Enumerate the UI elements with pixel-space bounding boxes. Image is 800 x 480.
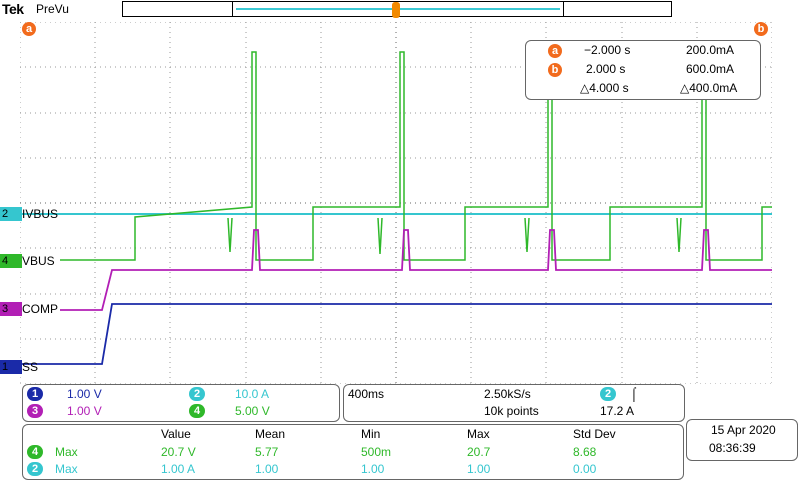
channel-2-scale: 10.0 A	[235, 387, 270, 401]
timebase-panel[interactable]: 400ms 2.50kS/s 10k points 2 ⌠ 17.2 A	[343, 384, 685, 422]
measurement-panel[interactable]: Value Mean Min Max Std Dev 4 Max 20.7 V …	[22, 424, 684, 480]
meas-header-mean: Mean	[255, 427, 286, 441]
channel-2-label: IVBUS	[22, 207, 59, 221]
date-time-panel: 15 Apr 2020 08:36:39	[686, 419, 798, 461]
ch4-dips	[227, 217, 682, 255]
cursor-a-value: 200.0mA	[686, 43, 735, 57]
channel-2-chip[interactable]: 2	[189, 387, 205, 401]
trigger-source-chip[interactable]: 2	[600, 387, 616, 401]
meas-header-max: Max	[467, 427, 490, 441]
cursor-b-row: b 2.000 s 600.0mA	[526, 62, 760, 78]
meas-row1-type: Max	[55, 445, 78, 459]
record-length: 10k points	[484, 404, 539, 418]
meas-row1-max: 20.7	[467, 445, 491, 459]
cursor-a-row: a −2.000 s 200.0mA	[526, 43, 760, 59]
meas-row1-value: 20.7 V	[161, 445, 196, 459]
cursor-b-time: 2.000 s	[586, 62, 626, 76]
rising-edge-icon: ⌠	[630, 386, 638, 401]
meas-header-stddev: Std Dev	[573, 427, 616, 441]
channel-1-number: 1	[0, 360, 22, 374]
meas-row2-max: 1.00	[467, 462, 491, 476]
cursor-b-value: 600.0mA	[686, 62, 735, 76]
meas-row2-chip[interactable]: 2	[27, 462, 43, 476]
channel-1-chip[interactable]: 1	[27, 387, 43, 401]
channel-3-chip[interactable]: 3	[27, 404, 43, 418]
cursor-a-icon: a	[548, 44, 562, 58]
cursor-delta-value: △400.0mA	[680, 81, 738, 95]
channel-4-label: VBUS	[22, 254, 55, 268]
brand-logo: Tek	[2, 1, 24, 17]
channel-4-scale: 5.00 V	[235, 404, 270, 418]
meas-row2-value: 1.00 A	[161, 462, 196, 476]
meas-row2-stddev: 0.00	[573, 462, 597, 476]
cursor-delta-row: △4.000 s △400.0mA	[526, 81, 760, 97]
time-scale: 400ms	[348, 387, 385, 401]
waveform-graticule[interactable]	[20, 22, 772, 384]
meas-row1-chip[interactable]: 4	[27, 445, 43, 459]
time-text: 08:36:39	[709, 441, 756, 455]
channel-1-label: SS	[22, 360, 39, 374]
channel-4-number: 4	[0, 254, 22, 268]
cursor-b-icon: b	[548, 63, 562, 77]
sample-rate: 2.50kS/s	[484, 387, 531, 401]
meas-row1-min: 500m	[361, 445, 392, 459]
trigger-position-marker[interactable]	[392, 2, 400, 18]
cursor-a-badge[interactable]: a	[22, 22, 36, 36]
ch1-waveform	[20, 303, 772, 365]
meas-header-min: Min	[361, 427, 381, 441]
acquisition-mode: PreVu	[36, 2, 69, 16]
meas-row2-type: Max	[55, 462, 78, 476]
channel-1-scale: 1.00 V	[67, 387, 102, 401]
cursor-readout[interactable]: a −2.000 s 200.0mA b 2.000 s 600.0mA △4.…	[525, 40, 761, 100]
channel-scale-panel[interactable]: 1 1.00 V 2 10.0 A 3 1.00 V 4 5.00 V	[22, 384, 340, 422]
cursor-b-badge[interactable]: b	[754, 22, 768, 36]
channel-3-number: 3	[0, 302, 22, 316]
channel-3-label: COMP	[22, 302, 58, 316]
channel-2-number: 2	[0, 207, 22, 221]
meas-header-value: Value	[161, 427, 191, 441]
channel-3-scale: 1.00 V	[67, 404, 102, 418]
cursor-delta-time: △4.000 s	[580, 81, 629, 95]
trigger-level: 17.2 A	[600, 404, 635, 418]
channel-4-chip[interactable]: 4	[189, 404, 205, 418]
top-bar: Tek PreVu	[0, 0, 800, 22]
meas-row2-mean: 1.00	[255, 462, 279, 476]
meas-row1-stddev: 8.68	[573, 445, 597, 459]
meas-row1-mean: 5.77	[255, 445, 279, 459]
date-text: 15 Apr 2020	[711, 423, 776, 437]
ch3-waveform	[60, 229, 772, 311]
cursor-a-time: −2.000 s	[584, 43, 631, 57]
meas-row2-min: 1.00	[361, 462, 385, 476]
